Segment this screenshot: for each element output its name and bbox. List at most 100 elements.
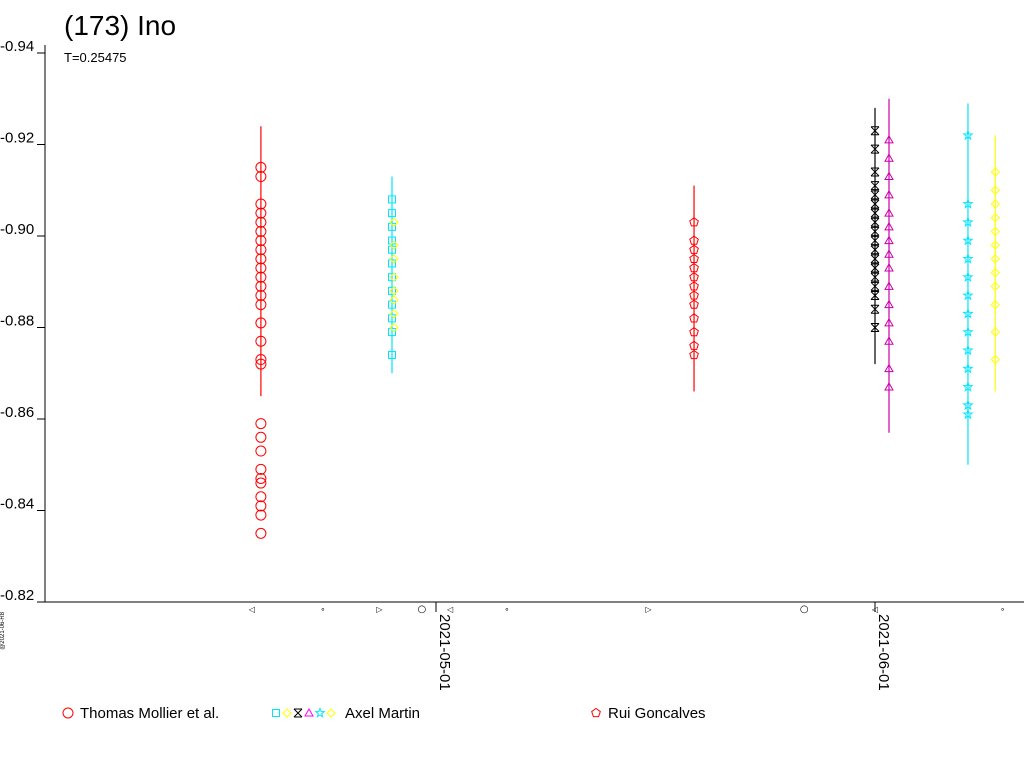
- axes: -0.94 -0.92 -0.90 -0.88 -0.86 -0.84 -0.82 2021-…: [0, 38, 1024, 691]
- data-point-diamond: [389, 272, 399, 282]
- legend: Thomas Mollier et al. Axel Martin Rui Gonc…: [62, 705, 706, 722]
- data-point-diamond: [389, 254, 399, 264]
- phase-marker: ∘: [320, 605, 325, 614]
- data-point-circle: [255, 358, 267, 370]
- phase-markers: ◁ ∘ ▷ ○ ◁ ∘ ▷ ○ ◁ ∘: [248, 604, 1005, 615]
- data-point-circle: [255, 477, 267, 489]
- data-point-diamond: [389, 240, 399, 250]
- data-point-triangle: [884, 134, 894, 144]
- data-point-triangle: [884, 208, 894, 217]
- data-point-circle: [255, 235, 267, 247]
- data-point-circle: [255, 289, 267, 301]
- data-point-cross: [870, 144, 880, 154]
- data-point-diamond: [389, 286, 399, 296]
- data-point-cross: [870, 181, 880, 191]
- data-point-cross: [870, 290, 880, 300]
- y-tick-label: -0.84: [0, 496, 34, 513]
- chart-subtitle: T=0.25475: [64, 50, 127, 65]
- data-point-square: [388, 209, 396, 218]
- y-tick-label: -0.88: [0, 313, 34, 330]
- data-point-circle: [255, 244, 267, 256]
- data-point-star: [962, 289, 974, 301]
- data-point-cross: [870, 199, 880, 209]
- data-point-cross: [870, 226, 880, 236]
- data-point-square: [388, 259, 396, 268]
- data-point-triangle: [884, 381, 894, 391]
- data-point-pentagon: [689, 272, 699, 282]
- data-point-diamond: [282, 708, 292, 718]
- data-point-circle: [255, 445, 267, 457]
- phase-marker: ◁: [871, 605, 878, 614]
- data-point-star: [962, 234, 974, 246]
- data-point-diamond: [990, 281, 1000, 292]
- data-point-triangle: [884, 189, 894, 199]
- data-point-circle: [255, 299, 267, 311]
- data-point-diamond: [326, 708, 336, 718]
- data-point-triangle: [884, 235, 894, 245]
- phase-marker: ∘: [1000, 605, 1005, 614]
- phase-marker: ○: [800, 604, 809, 615]
- data-point-circle: [255, 262, 267, 274]
- phase-marker: ∘: [504, 605, 509, 614]
- data-point-diamond: [990, 167, 1000, 177]
- data-point-pentagon: [689, 244, 699, 254]
- data-point-triangle: [884, 363, 894, 373]
- data-point-square: [388, 273, 396, 282]
- data-point-star: [962, 216, 974, 228]
- data-point-circle: [255, 491, 267, 503]
- data-point-circle: [255, 253, 267, 265]
- data-point-diamond: [990, 267, 1000, 278]
- data-point-circle: [255, 280, 267, 292]
- data-point-square: [388, 245, 396, 254]
- data-point-cross: [870, 304, 880, 314]
- data-point-cross: [870, 254, 880, 264]
- phase-marker: ○: [417, 604, 426, 615]
- data-point-triangle: [884, 221, 894, 231]
- data-point-star: [962, 344, 974, 356]
- data-point-cross: [870, 236, 880, 246]
- data-point-star: [962, 408, 974, 420]
- data-point-diamond: [990, 185, 1000, 195]
- data-point-circle: [255, 171, 267, 183]
- data-point-square: [388, 236, 396, 245]
- data-point-circle: [255, 216, 267, 228]
- data-point-pentagon: [689, 290, 699, 300]
- data-point-circle: [255, 207, 267, 219]
- data-point-cross: [870, 272, 880, 282]
- data-point-square: [388, 195, 396, 204]
- y-tick-label: -0.94: [0, 38, 34, 55]
- data-point-diamond: [990, 212, 1000, 223]
- data-point-circle: [255, 225, 267, 237]
- data-point-diamond: [990, 327, 1000, 337]
- legend-label: Thomas Mollier et al.: [80, 705, 219, 722]
- data-point-square: [388, 300, 396, 309]
- error-bars: [260, 98, 996, 465]
- data-point-pentagon: [689, 299, 699, 309]
- data-point-triangle: [884, 153, 894, 162]
- phase-marker: ◁: [248, 605, 255, 614]
- data-point-square: [388, 350, 396, 359]
- data-point-cross: [870, 245, 880, 255]
- data-point-star: [962, 380, 974, 392]
- data-point-star: [962, 307, 974, 319]
- data-point-circle: [255, 463, 267, 475]
- data-point-circle: [62, 707, 74, 719]
- y-tick-label: -0.86: [0, 404, 34, 421]
- data-point-star: [962, 252, 974, 264]
- data-point-pentagon: [689, 281, 699, 291]
- data-point-diamond: [389, 309, 399, 319]
- data-point-triangle: [304, 707, 314, 717]
- data-point-circle: [255, 354, 267, 366]
- data-point-diamond: [990, 199, 1000, 209]
- data-point-square: [388, 222, 396, 231]
- data-point-pentagon: [591, 707, 601, 718]
- data-point-diamond: [990, 354, 1000, 365]
- data-point-cross: [870, 190, 880, 200]
- chart-title: (173) Ino: [64, 10, 177, 41]
- data-point-circle: [255, 198, 267, 210]
- data-point-cross: [870, 263, 880, 273]
- data-point-circle: [255, 271, 267, 283]
- data-point-cross: [870, 208, 880, 218]
- data-point-star: [962, 362, 974, 374]
